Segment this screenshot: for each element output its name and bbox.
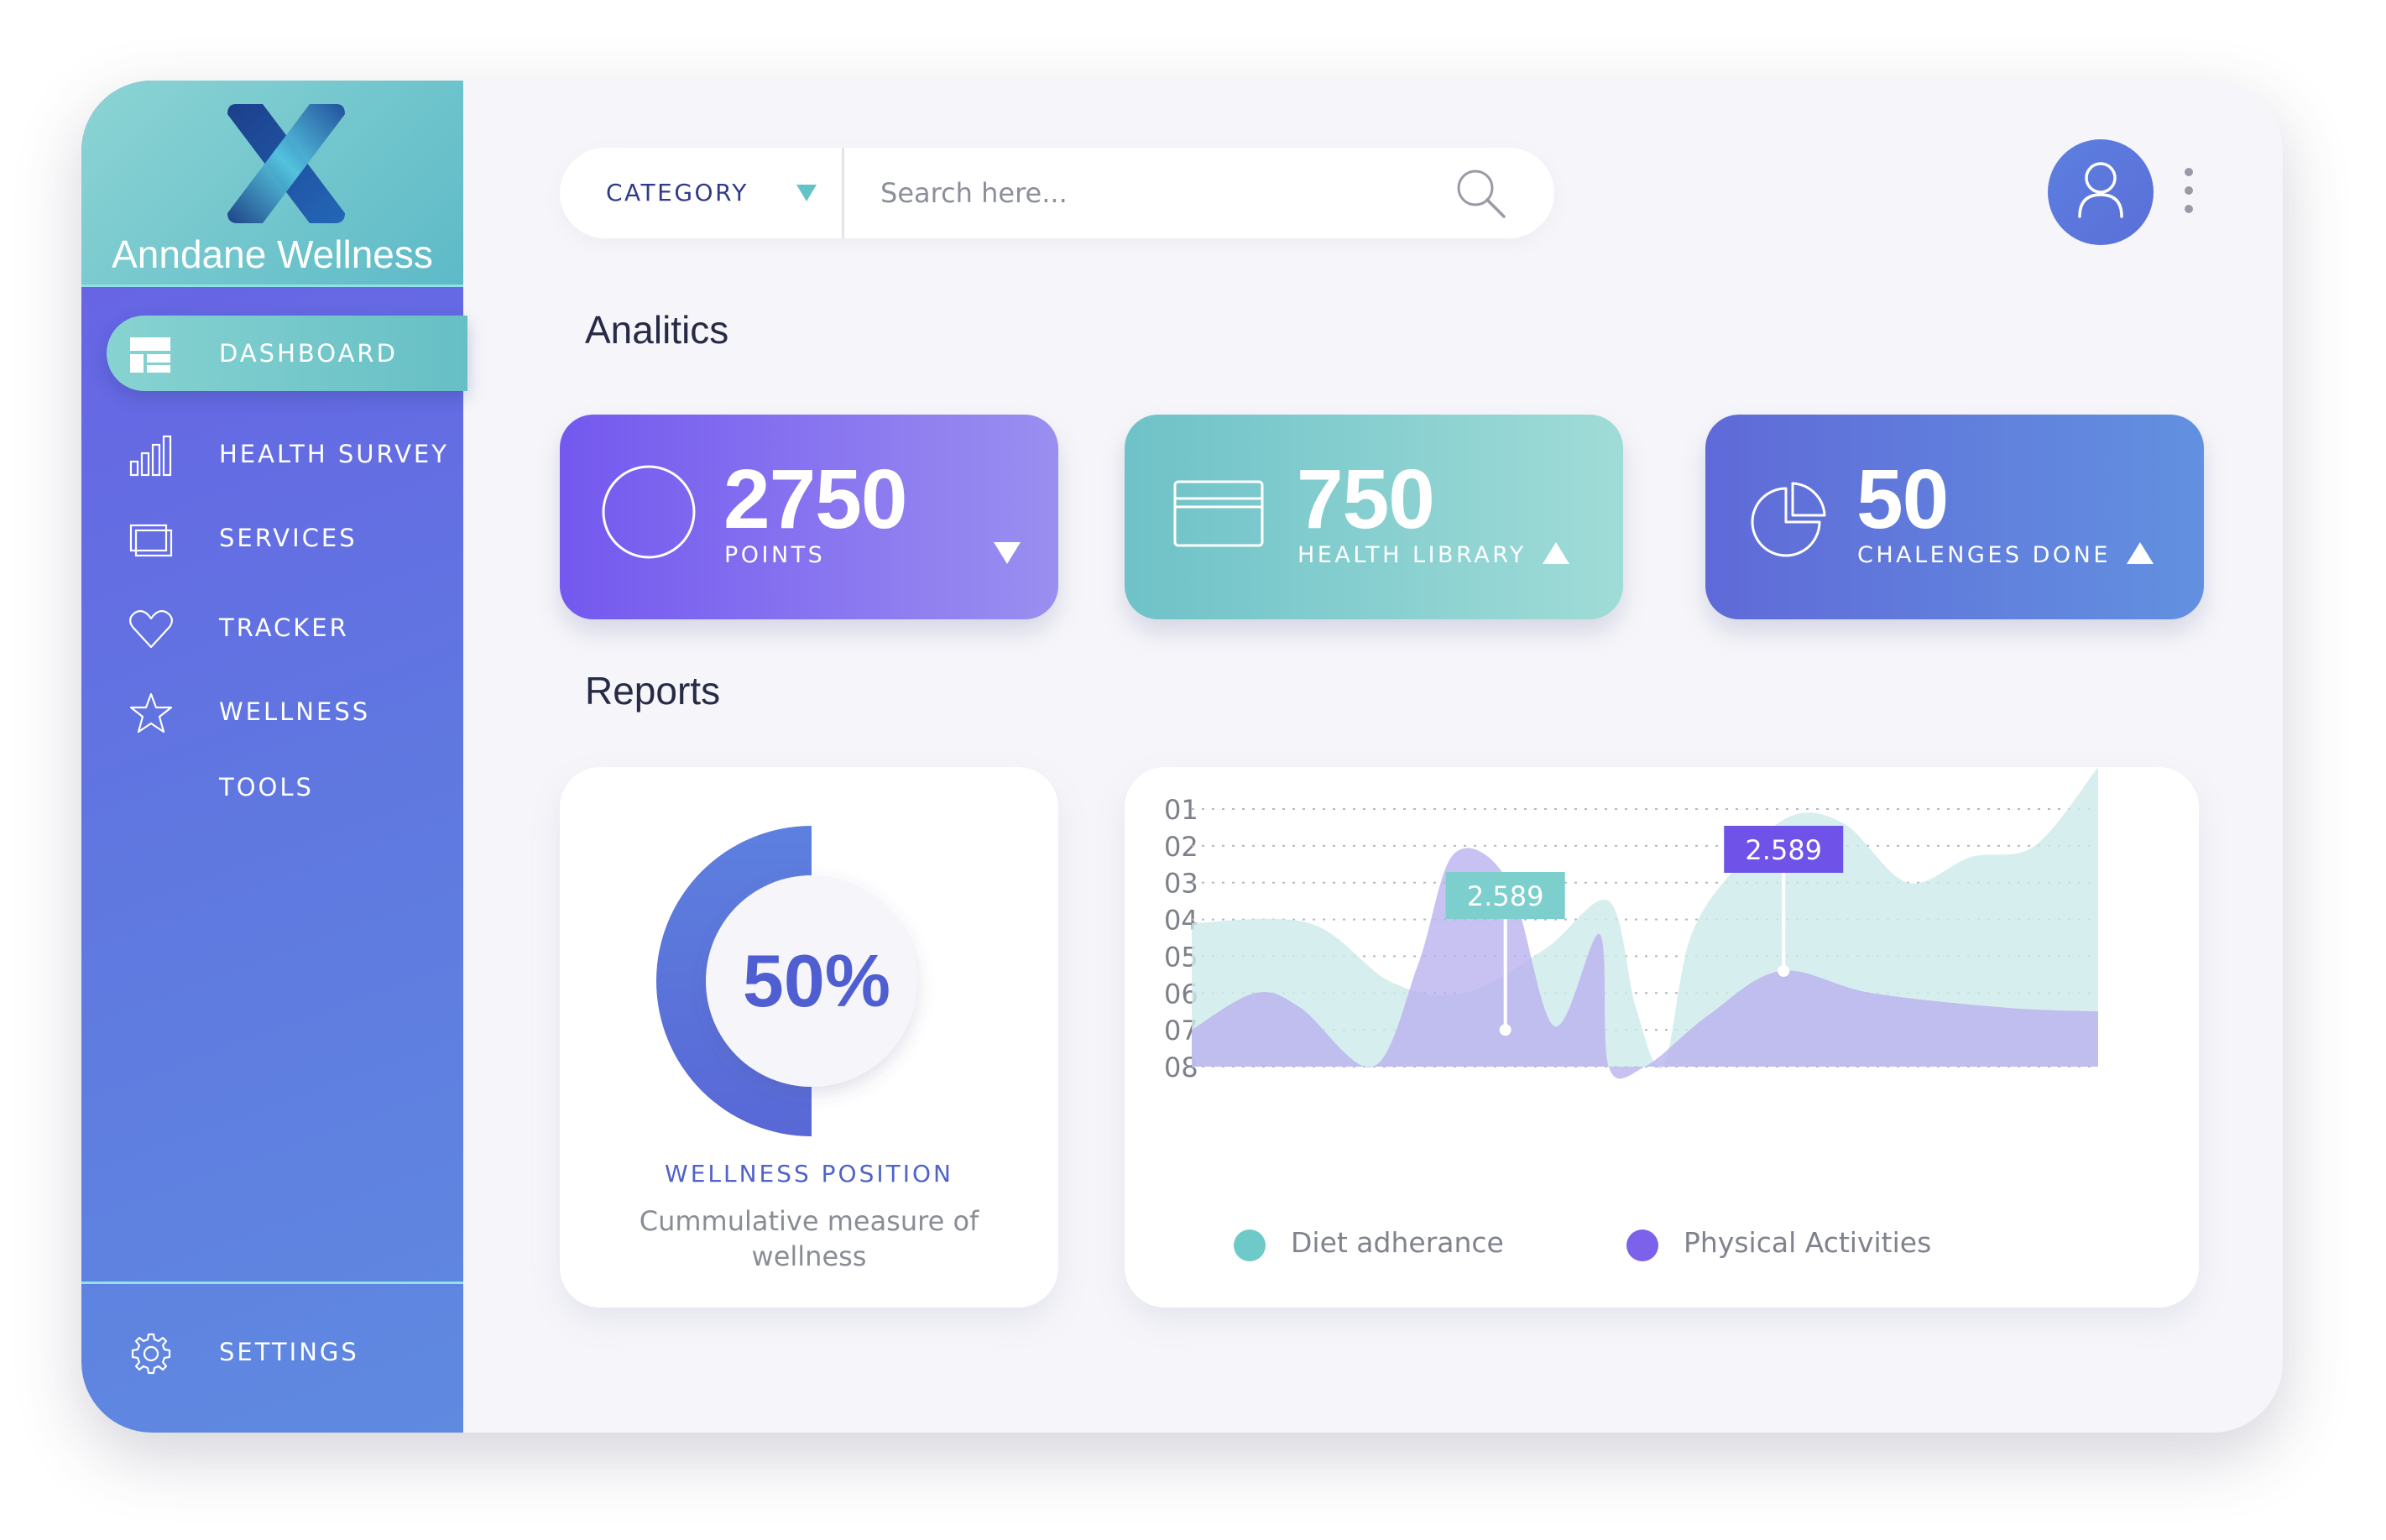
sidebar-item-label: HEALTH SURVEY: [219, 440, 449, 468]
search-input[interactable]: [880, 168, 1409, 218]
star-icon: [129, 692, 173, 733]
wellness-card: 50% WELLNESS POSITION Cummulative measur…: [560, 767, 1058, 1308]
legend-label: Physical Activities: [1684, 1226, 1932, 1259]
user-icon: [2078, 162, 2123, 218]
annotation-point: [1499, 1024, 1511, 1036]
heart-icon: [129, 610, 173, 649]
stat-value: 50: [1856, 452, 1949, 546]
trend-up-icon: [2127, 542, 2154, 564]
legend-dot: [1626, 1229, 1658, 1261]
stat-label: CHALENGES DONE: [1857, 542, 2111, 568]
search-bar: CATEGORY: [560, 148, 1554, 238]
series-area-physical: [1192, 848, 2098, 1079]
annotation-label-box: [1724, 826, 1844, 873]
sidebar-item-dashboard[interactable]: DASHBOARD: [81, 316, 467, 391]
wellness-description: Cummulative measure of wellness: [639, 1205, 979, 1272]
sidebar-item-label: WELLNESS TOOLS: [219, 697, 371, 801]
dashboard-icon: [130, 337, 170, 373]
more-options-icon[interactable]: [2183, 168, 2195, 218]
wellness-title: WELLNESS POSITION: [665, 1160, 953, 1188]
sidebar-item-settings[interactable]: SETTINGS: [81, 1314, 463, 1390]
circle-icon: [602, 465, 696, 559]
sidebar: Anndane Wellness DASHBOARD HEALTH SURVEY: [81, 81, 467, 1433]
reports-title: Reports: [585, 669, 721, 713]
legend-dot: [1234, 1229, 1266, 1261]
activity-chart-card: 01 02 03 04 05 06 07 08 2.589 2.589 Diet adheranc…: [1125, 767, 2199, 1308]
trend-up-icon: [1543, 542, 1569, 564]
sidebar-item-label: SERVICES: [219, 524, 358, 552]
stat-value: 750: [1297, 452, 1435, 546]
stat-card-challenges[interactable]: 50 CHALENGES DONE: [1705, 415, 2204, 619]
card-icon: [1173, 480, 1264, 547]
wellness-value: 50%: [742, 939, 891, 1022]
category-dropdown[interactable]: CATEGORY: [606, 179, 749, 206]
caret-down-icon[interactable]: [795, 183, 818, 203]
stat-card-health-library[interactable]: 750 HEALTH LIBRARY: [1125, 415, 1623, 619]
brand-header: Anndane Wellness: [81, 81, 463, 285]
sidebar-item-label: DASHBOARD: [219, 339, 398, 368]
bar-chart-icon: [129, 435, 172, 477]
stat-card-points[interactable]: 2750 POINTS: [560, 415, 1058, 619]
brand-divider: [81, 285, 463, 287]
analytics-title: Analitics: [585, 308, 729, 352]
search-icon[interactable]: [1454, 166, 1507, 220]
sidebar-item-tracker[interactable]: TRACKER: [81, 590, 463, 666]
sidebar-item-services[interactable]: SERVICES: [81, 500, 463, 576]
logo-icon: [227, 104, 345, 223]
gear-icon: [131, 1333, 171, 1375]
sidebar-item-wellness-tools[interactable]: WELLNESS TOOLS: [81, 674, 463, 801]
legend-label: Diet adherance: [1291, 1226, 1504, 1259]
stat-label: HEALTH LIBRARY: [1297, 542, 1527, 568]
y-tick-label: 02: [1164, 831, 1198, 863]
avatar[interactable]: [2048, 139, 2154, 245]
brand-name: Anndane Wellness: [112, 232, 433, 276]
layers-icon: [129, 524, 173, 557]
stat-value: 2750: [723, 452, 907, 546]
trend-down-icon: [994, 542, 1021, 564]
annotation-label: 2.589: [1467, 880, 1544, 912]
sidebar-item-health-survey[interactable]: HEALTH SURVEY: [81, 416, 463, 492]
annotation-point: [1778, 964, 1790, 977]
annotation-label: 2.589: [1745, 834, 1822, 866]
stat-label: POINTS: [724, 542, 826, 568]
search-separator: [842, 148, 844, 238]
sidebar-divider: [81, 1282, 463, 1284]
sidebar-item-label: TRACKER: [219, 613, 349, 642]
sidebar-item-label: SETTINGS: [219, 1338, 359, 1366]
active-indicator: [107, 316, 467, 391]
wellness-gauge: [656, 826, 917, 1136]
gauge-fill: [656, 826, 812, 1136]
annotation-label-box: [1445, 872, 1565, 919]
pie-icon: [1751, 482, 1826, 557]
app-window: Anndane Wellness DASHBOARD HEALTH SURVEY: [81, 81, 2283, 1433]
